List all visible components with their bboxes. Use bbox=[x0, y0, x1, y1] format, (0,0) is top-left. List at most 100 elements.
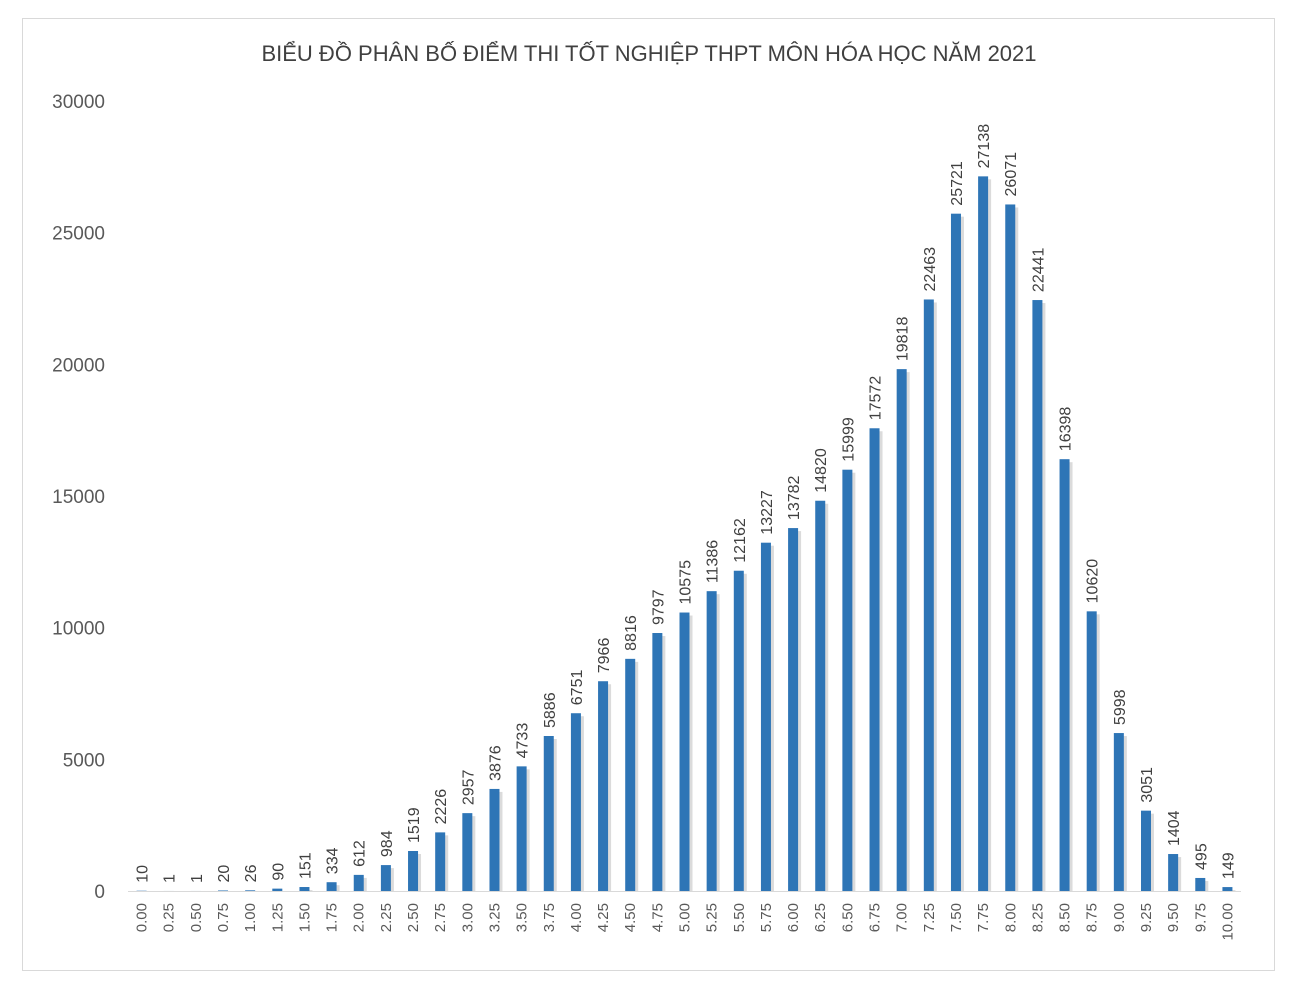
x-tick-label: 0.25 bbox=[161, 903, 178, 932]
data-label: 22463 bbox=[922, 247, 939, 292]
y-axis: 0 5000 10000 15000 20000 25000 30000 bbox=[52, 92, 105, 903]
bar bbox=[950, 213, 961, 892]
bar bbox=[652, 633, 663, 891]
bar bbox=[625, 658, 636, 891]
x-axis: 0.00 0.25 0.50 0.75 1.00 1.25 1.50 1.75 2.00 2.25… bbox=[134, 903, 1237, 941]
data-label: 13227 bbox=[759, 490, 776, 535]
y-tick-label: 20000 bbox=[52, 355, 105, 376]
bar bbox=[435, 832, 446, 891]
x-tick-label: 1.25 bbox=[269, 903, 286, 932]
bar bbox=[218, 890, 229, 892]
data-label: 2226 bbox=[433, 789, 450, 825]
bar bbox=[245, 890, 256, 892]
bar bbox=[1005, 204, 1016, 891]
x-tick-label: 8.25 bbox=[1029, 903, 1046, 932]
data-label: 26 bbox=[243, 864, 260, 882]
data-label: 8816 bbox=[623, 615, 640, 651]
data-label: 25721 bbox=[949, 161, 966, 206]
x-tick-label: 3.50 bbox=[514, 903, 531, 932]
x-tick-label: 3.75 bbox=[541, 903, 558, 932]
y-tick-label: 0 bbox=[94, 882, 105, 903]
x-tick-label: 0.50 bbox=[188, 903, 205, 932]
bar bbox=[706, 591, 717, 891]
x-tick-label: 4.50 bbox=[622, 903, 639, 932]
bar bbox=[598, 681, 609, 891]
x-tick-label: 0.00 bbox=[134, 903, 151, 932]
data-label: 26071 bbox=[1003, 152, 1020, 197]
bar bbox=[1113, 733, 1124, 891]
data-label: 5998 bbox=[1112, 689, 1129, 725]
x-tick-label: 2.50 bbox=[405, 903, 422, 932]
x-tick-label: 5.75 bbox=[758, 903, 775, 932]
data-label: 3876 bbox=[487, 745, 504, 781]
x-tick-label: 8.00 bbox=[1002, 903, 1019, 932]
x-tick-label: 3.25 bbox=[486, 903, 503, 932]
bar bbox=[462, 813, 473, 891]
bar bbox=[869, 428, 880, 891]
bar bbox=[923, 299, 934, 891]
data-label: 19818 bbox=[895, 317, 912, 362]
x-tick-label: 10.00 bbox=[1219, 903, 1236, 941]
bar bbox=[815, 500, 826, 891]
bar bbox=[408, 850, 419, 891]
x-tick-label: 2.00 bbox=[351, 903, 368, 932]
bar bbox=[760, 542, 771, 891]
bar bbox=[516, 766, 527, 891]
x-tick-label: 7.25 bbox=[921, 903, 938, 932]
data-label: 6751 bbox=[569, 670, 586, 706]
data-label: 1 bbox=[189, 874, 206, 883]
x-tick-label: 2.75 bbox=[432, 903, 449, 932]
bar-chart: BIỂU ĐỒ PHÂN BỐ ĐIỂM THI TỐT NGHIỆP THPT… bbox=[52, 40, 1241, 941]
x-tick-label: 6.50 bbox=[839, 903, 856, 932]
x-tick-label: 7.00 bbox=[894, 903, 911, 932]
x-tick-label: 6.25 bbox=[812, 903, 829, 932]
data-label: 7966 bbox=[596, 638, 613, 674]
data-label: 13782 bbox=[786, 475, 803, 520]
data-label: 149 bbox=[1220, 852, 1237, 879]
bar bbox=[896, 369, 907, 892]
bar bbox=[353, 874, 364, 891]
bar bbox=[1140, 810, 1151, 891]
chart-frame: BIỂU ĐỒ PHÂN BỐ ĐIỂM THI TỐT NGHIỆP THPT… bbox=[22, 18, 1275, 971]
x-tick-label: 9.75 bbox=[1192, 903, 1209, 932]
bar bbox=[380, 865, 391, 891]
x-tick-label: 0.75 bbox=[215, 903, 232, 932]
chart-title: BIỂU ĐỒ PHÂN BỐ ĐIỂM THI TỐT NGHIỆP THPT… bbox=[261, 40, 1036, 66]
bar bbox=[1059, 459, 1070, 891]
x-tick-label: 1.50 bbox=[296, 903, 313, 932]
x-tick-label: 7.75 bbox=[975, 903, 992, 932]
bar bbox=[1086, 611, 1097, 891]
data-label: 2957 bbox=[460, 769, 477, 805]
data-label: 22441 bbox=[1030, 247, 1047, 292]
data-label: 495 bbox=[1193, 843, 1210, 870]
x-tick-label: 1.00 bbox=[242, 903, 259, 932]
bar bbox=[1195, 877, 1206, 891]
x-tick-label: 8.75 bbox=[1084, 903, 1101, 932]
x-tick-label: 9.50 bbox=[1165, 903, 1182, 932]
y-tick-label: 30000 bbox=[52, 92, 105, 113]
bar bbox=[299, 887, 310, 891]
data-label: 3051 bbox=[1139, 767, 1156, 803]
bar bbox=[1168, 854, 1179, 891]
data-label: 10620 bbox=[1085, 559, 1102, 604]
y-tick-label: 10000 bbox=[52, 619, 105, 640]
bar bbox=[788, 528, 799, 891]
data-labels: 10 1 1 20 26 90 151 334 612 984 1519 2226 2957 3876 47… bbox=[135, 124, 1238, 883]
data-label: 5886 bbox=[542, 692, 559, 728]
x-tick-label: 2.25 bbox=[378, 903, 395, 932]
data-label: 90 bbox=[270, 863, 287, 881]
data-label: 15999 bbox=[840, 417, 857, 462]
data-label: 1404 bbox=[1166, 810, 1183, 846]
bar bbox=[679, 612, 690, 891]
data-label: 984 bbox=[379, 830, 396, 857]
data-label: 20 bbox=[216, 865, 233, 883]
y-tick-label: 25000 bbox=[52, 224, 105, 245]
x-tick-label: 9.25 bbox=[1138, 903, 1155, 932]
bar bbox=[733, 570, 744, 891]
x-tick-label: 8.50 bbox=[1057, 903, 1074, 932]
bar bbox=[1032, 300, 1043, 891]
x-tick-label: 3.00 bbox=[459, 903, 476, 932]
data-label: 12162 bbox=[732, 518, 749, 563]
bars bbox=[136, 176, 1233, 892]
bar bbox=[489, 788, 500, 891]
